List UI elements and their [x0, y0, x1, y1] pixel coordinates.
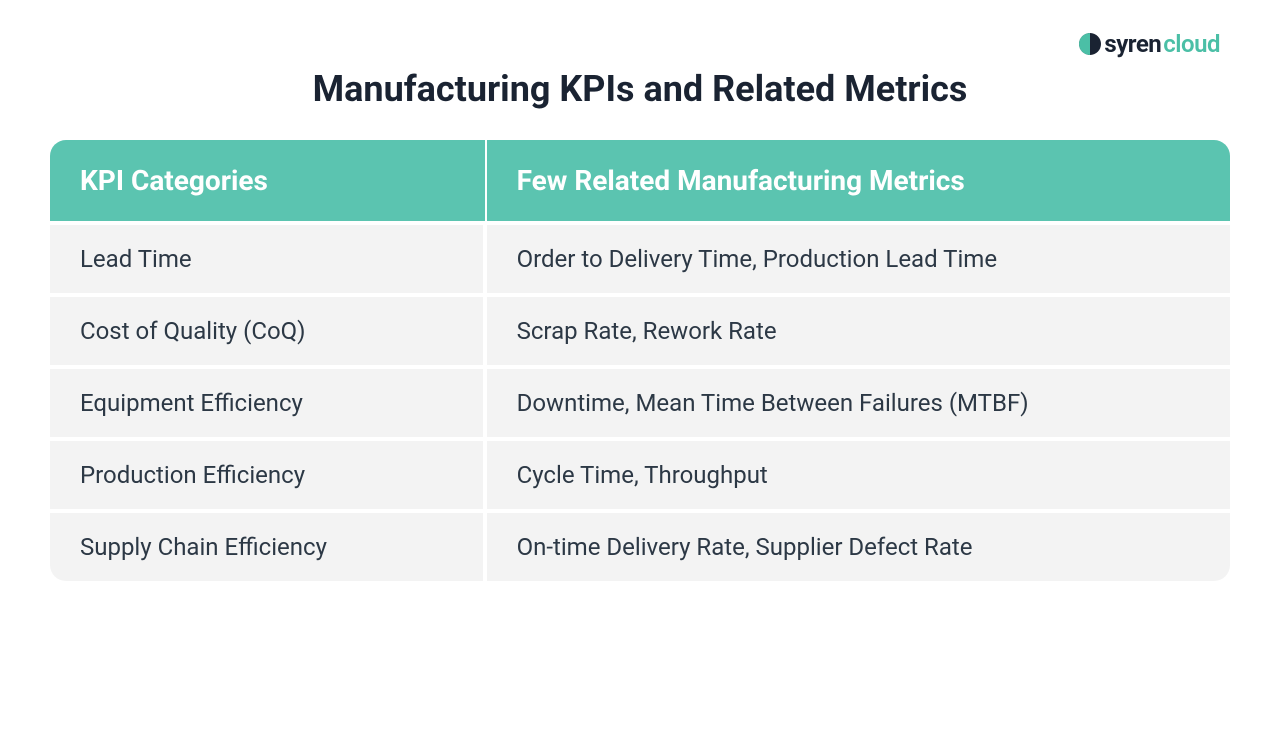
table-cell-metrics: Order to Delivery Time, Production Lead … [487, 221, 1230, 293]
table-cell-category: Supply Chain Efficiency [50, 509, 487, 581]
table-header-col1: KPI Categories [50, 140, 487, 221]
table-cell-category: Lead Time [50, 221, 487, 293]
table-cell-metrics: Scrap Rate, Rework Rate [487, 293, 1230, 365]
table-cell-category: Cost of Quality (CoQ) [50, 293, 487, 365]
table-row: Supply Chain Efficiency On-time Delivery… [50, 509, 1230, 581]
table-row: Production Efficiency Cycle Time, Throug… [50, 437, 1230, 509]
table-cell-metrics: On-time Delivery Rate, Supplier Defect R… [487, 509, 1230, 581]
table-cell-category: Production Efficiency [50, 437, 487, 509]
table-cell-metrics: Downtime, Mean Time Between Failures (MT… [487, 365, 1230, 437]
table-header-row: KPI Categories Few Related Manufacturing… [50, 140, 1230, 221]
table-row: Lead Time Order to Delivery Time, Produc… [50, 221, 1230, 293]
table-header-col2: Few Related Manufacturing Metrics [487, 140, 1230, 221]
table-cell-category: Equipment Efficiency [50, 365, 487, 437]
logo-circle-icon [1079, 33, 1101, 55]
page-title: Manufacturing KPIs and Related Metrics [50, 68, 1230, 110]
logo-text-primary: syren [1104, 30, 1161, 58]
kpi-table: KPI Categories Few Related Manufacturing… [50, 140, 1230, 581]
table-cell-metrics: Cycle Time, Throughput [487, 437, 1230, 509]
table-row: Cost of Quality (CoQ) Scrap Rate, Rework… [50, 293, 1230, 365]
table-row: Equipment Efficiency Downtime, Mean Time… [50, 365, 1230, 437]
logo-text-secondary: cloud [1163, 30, 1220, 58]
brand-logo: syren cloud [50, 30, 1230, 58]
